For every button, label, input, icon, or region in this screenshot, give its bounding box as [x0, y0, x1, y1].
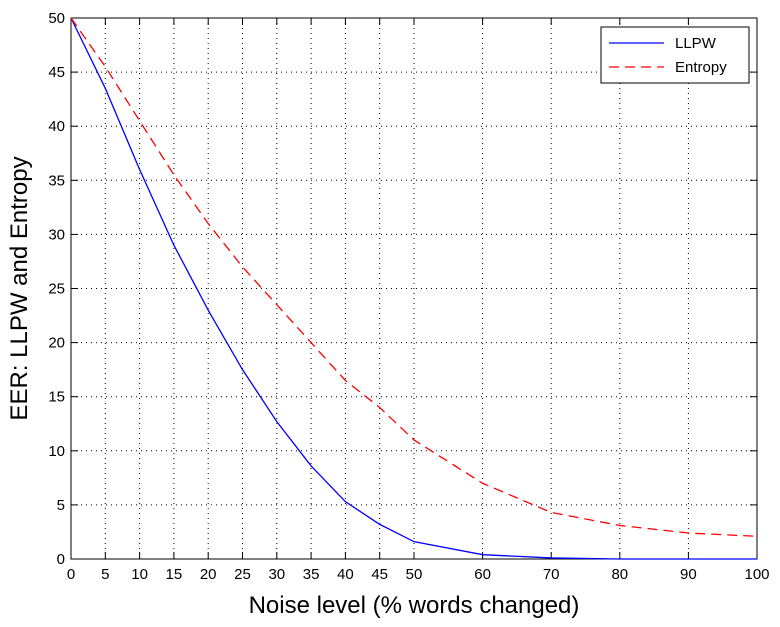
y-tick-label: 0 [57, 551, 65, 568]
y-tick-label: 25 [48, 281, 65, 298]
x-tick-label: 70 [543, 566, 560, 583]
x-tick-label: 45 [371, 566, 388, 583]
x-tick-label: 40 [337, 566, 354, 583]
x-axis-tick-labels: 0 5 10 15 20 25 30 35 40 45 50 60 70 80 90 100 [67, 566, 770, 583]
x-tick-label: 35 [303, 566, 320, 583]
y-tick-label: 5 [57, 497, 65, 514]
y-tick-label: 20 [48, 335, 65, 352]
x-tick-label: 50 [406, 566, 423, 583]
legend-label-llpw: LLPW [675, 35, 717, 52]
x-tick-label: 25 [234, 566, 251, 583]
y-axis-tick-labels: 0 5 10 15 20 25 30 35 40 45 50 [48, 10, 65, 568]
x-tick-label: 0 [67, 566, 75, 583]
x-tick-label: 10 [131, 566, 148, 583]
series-line-llpw [70, 17, 757, 560]
x-axis-label: Noise level (% words changed) [249, 592, 580, 619]
y-tick-label: 45 [48, 64, 65, 81]
x-tick-label: 60 [474, 566, 491, 583]
axis-ticks [70, 17, 758, 560]
x-tick-label: 90 [680, 566, 697, 583]
y-axis-label: EER: LLPW and Entropy [6, 156, 33, 420]
x-tick-label: 80 [611, 566, 628, 583]
legend: LLPW Entropy [600, 26, 750, 84]
y-tick-label: 40 [48, 118, 65, 135]
y-tick-label: 35 [48, 172, 65, 189]
x-tick-label: 15 [166, 566, 183, 583]
x-tick-label: 5 [101, 566, 109, 583]
x-tick-label: 30 [268, 566, 285, 583]
y-tick-label: 50 [48, 10, 65, 27]
y-tick-label: 15 [48, 389, 65, 406]
y-tick-label: 10 [48, 443, 65, 460]
y-tick-label: 30 [48, 226, 65, 243]
grid-lines [71, 18, 757, 559]
legend-box [600, 26, 750, 84]
legend-label-entropy: Entropy [675, 59, 727, 76]
x-tick-label: 100 [744, 566, 769, 583]
x-tick-label: 20 [200, 566, 217, 583]
series-line-entropy [70, 17, 758, 537]
series-lines [70, 17, 758, 560]
